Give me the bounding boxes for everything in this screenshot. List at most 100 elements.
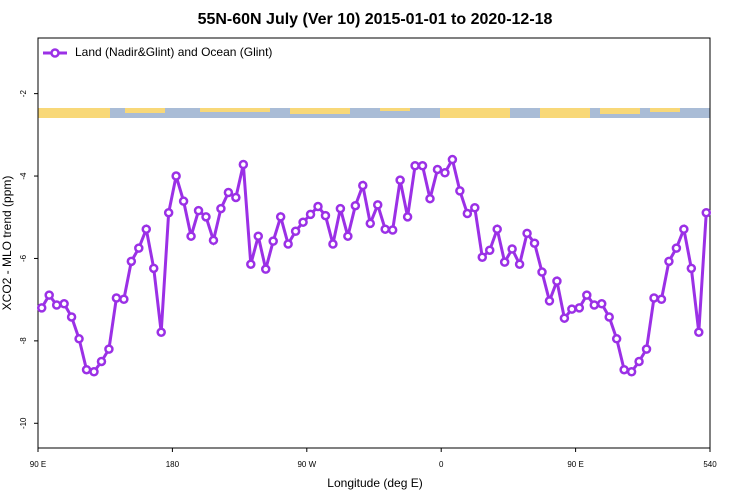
data-point bbox=[223, 187, 234, 198]
data-point bbox=[343, 231, 353, 241]
data-point bbox=[156, 327, 166, 337]
x-tick-label: 90 E bbox=[567, 460, 583, 469]
data-point bbox=[148, 263, 159, 274]
data-point bbox=[455, 186, 465, 196]
data-point bbox=[507, 244, 517, 254]
y-tick-label: -8 bbox=[19, 337, 28, 345]
y-tick-label: -2 bbox=[19, 90, 28, 98]
data-point bbox=[111, 293, 122, 303]
plot-frame bbox=[37, 37, 711, 449]
data-point bbox=[201, 212, 211, 222]
data-point bbox=[178, 196, 189, 206]
data-point bbox=[634, 356, 644, 367]
data-point bbox=[36, 303, 47, 313]
data-point bbox=[253, 231, 264, 241]
data-point bbox=[104, 344, 114, 354]
y-tick-label: -6 bbox=[19, 254, 28, 262]
data-point bbox=[589, 300, 600, 310]
data-point bbox=[641, 344, 652, 354]
data-point bbox=[582, 290, 592, 300]
x-tick-label: 90 W bbox=[297, 460, 316, 469]
data-point bbox=[604, 312, 614, 322]
data-point bbox=[283, 239, 293, 249]
x-tick-label: 180 bbox=[166, 460, 180, 469]
data-point bbox=[268, 236, 278, 246]
data-point bbox=[81, 364, 92, 375]
data-point bbox=[163, 207, 174, 218]
data-point bbox=[679, 224, 689, 234]
data-point bbox=[216, 203, 226, 214]
data-point bbox=[134, 243, 144, 253]
data-point bbox=[649, 293, 659, 303]
data-point bbox=[208, 235, 219, 246]
data-point bbox=[395, 175, 405, 185]
y-tick-label: -4 bbox=[19, 172, 28, 180]
data-point bbox=[126, 256, 137, 267]
data-point bbox=[574, 303, 585, 313]
data-point bbox=[559, 313, 570, 323]
x-axis-label: Longitude (deg E) bbox=[327, 476, 422, 490]
data-point bbox=[275, 212, 286, 222]
data-point bbox=[477, 252, 488, 262]
data-point bbox=[425, 193, 435, 204]
x-tick-label: 90 E bbox=[30, 460, 46, 469]
data-point bbox=[514, 259, 525, 269]
data-point bbox=[484, 245, 495, 255]
data-point bbox=[320, 210, 331, 221]
data-point bbox=[96, 356, 107, 367]
data-point bbox=[380, 224, 390, 234]
data-point bbox=[141, 224, 152, 234]
data-point bbox=[119, 294, 129, 304]
data-point bbox=[44, 290, 54, 300]
data-point bbox=[74, 334, 84, 344]
data-point bbox=[387, 225, 398, 235]
data-point bbox=[522, 228, 532, 239]
legend-marker bbox=[50, 48, 60, 58]
data-point bbox=[462, 208, 473, 219]
data-point bbox=[440, 167, 450, 178]
data-point bbox=[567, 304, 577, 314]
data-point bbox=[544, 296, 555, 306]
data-point bbox=[89, 367, 99, 377]
data-point bbox=[432, 164, 443, 175]
data-point bbox=[656, 294, 667, 304]
series-line bbox=[40, 155, 708, 374]
data-point bbox=[305, 209, 316, 220]
y-tick-label: -10 bbox=[19, 417, 28, 429]
data-point bbox=[499, 257, 510, 267]
data-point bbox=[410, 160, 420, 171]
data-point bbox=[186, 231, 196, 241]
data-point bbox=[238, 159, 249, 170]
data-point bbox=[537, 267, 547, 277]
data-point bbox=[626, 367, 637, 377]
data-point bbox=[619, 364, 629, 375]
data-point bbox=[365, 218, 376, 229]
data-point bbox=[358, 180, 368, 191]
data-point bbox=[290, 226, 301, 237]
map-strip bbox=[38, 108, 710, 118]
data-point bbox=[686, 263, 697, 274]
chart-title: 55N-60N July (Ver 10) 2015-01-01 to 2020… bbox=[198, 11, 553, 28]
data-point bbox=[328, 239, 338, 249]
data-point bbox=[313, 201, 323, 212]
data-point bbox=[671, 243, 682, 253]
data-point bbox=[492, 224, 502, 234]
data-point bbox=[372, 200, 383, 210]
data-point bbox=[417, 160, 428, 171]
data-point bbox=[447, 154, 458, 165]
legend-label: Land (Nadir&Glint) and Ocean (Glint) bbox=[75, 45, 272, 59]
data-point bbox=[552, 276, 562, 286]
data-point bbox=[701, 207, 712, 218]
data-point bbox=[193, 205, 204, 216]
data-point bbox=[51, 300, 62, 310]
data-point bbox=[246, 259, 256, 269]
y-axis-label: XCO2 - MLO trend (ppm) bbox=[0, 176, 14, 311]
data-point bbox=[596, 299, 607, 309]
data-point bbox=[171, 171, 181, 181]
data-point bbox=[335, 203, 346, 214]
data-point bbox=[66, 312, 77, 322]
data-point bbox=[529, 238, 540, 248]
data-point bbox=[664, 256, 674, 267]
data-point bbox=[694, 327, 704, 337]
